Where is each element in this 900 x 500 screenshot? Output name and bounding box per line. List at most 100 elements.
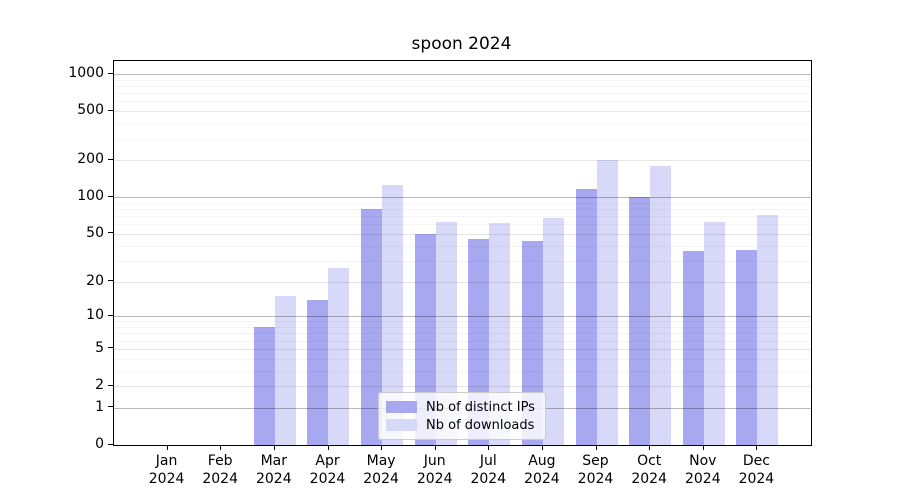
y-tick-mark-0 [108,443,113,445]
x-tick-mark-feb [220,445,222,450]
x-tick-mark-oct [649,445,651,450]
x-tick-year: 2024 [470,471,507,487]
y-tick-label-0: 0 [95,436,104,452]
x-tick-label-oct: Oct 2024 [614,452,684,488]
y-tick-label-20: 20 [86,272,104,289]
gridline-minor-y-90 [114,202,811,204]
x-tick-label-feb: Feb 2024 [185,452,255,488]
gridline-minor-y-60 [114,224,811,226]
bar-ips-sep [575,188,597,445]
y-tick-mark-50 [108,232,113,234]
bar-ips-apr [307,299,329,445]
x-tick-label-dec: Dec 2024 [721,452,791,488]
x-tick-month: Dec [742,453,770,469]
x-tick-mark-dec [756,445,758,450]
bar-downloads-oct [650,165,672,445]
x-tick-year: 2024 [309,471,346,487]
x-tick-year: 2024 [631,471,667,487]
plot-area [113,60,812,446]
bar-downloads-nov [703,221,725,445]
x-tick-mark-aug [541,445,543,450]
x-tick-year: 2024 [684,471,721,487]
x-tick-year: 2024 [363,471,399,487]
gridline-y-10 [114,316,811,318]
x-tick-mark-mar [273,445,275,450]
y-tick-mark-200 [108,158,113,160]
x-tick-mark-jan [166,445,168,450]
x-tick-month: Jun [423,453,446,469]
x-tick-year: 2024 [202,471,238,487]
x-tick-month: Apr [315,453,340,469]
y-tick-label-1: 1 [95,398,104,415]
legend-item-distinct-ips: Nb of distinct IPs [386,398,535,416]
x-tick-month: Nov [689,453,717,469]
bar-ips-mar [253,327,275,445]
gridline-minor-y-8 [114,327,811,328]
legend-label-downloads: Nb of downloads [426,417,535,433]
x-tick-label-may: May 2024 [346,452,416,488]
x-tick-mark-apr [327,445,329,450]
x-tick-month: Oct [637,453,662,469]
gridline-minor-y-600 [114,101,811,103]
bar-downloads-aug [542,217,564,445]
gridline-minor-y-70 [114,216,811,218]
gridline-y-1000 [114,74,811,75]
chart-title: spoon 2024 [411,34,512,54]
legend-swatch-ips-icon [386,401,417,413]
y-tick-mark-10 [108,314,113,316]
gridline-y-200 [114,160,811,162]
y-tick-mark-2 [108,384,113,386]
legend-label-distinct-ips: Nb of distinct IPs [426,399,535,415]
bar-downloads-jun [435,221,457,445]
gridline-y-50 [114,233,811,235]
gridline-y-100 [114,197,811,199]
bar-ips-may [361,209,383,445]
gridline-minor-y-7 [114,333,811,335]
y-tick-label-2: 2 [95,377,104,393]
y-tick-mark-20 [108,280,113,281]
x-tick-year: 2024 [738,471,775,487]
y-tick-label-500: 500 [77,102,104,119]
x-tick-mark-jun [434,445,436,450]
x-tick-year: 2024 [148,471,185,487]
x-tick-year: 2024 [577,471,614,487]
x-tick-label-jan: Jan 2024 [132,452,202,488]
x-tick-label-jun: Jun 2024 [400,452,470,488]
legend-item-downloads: Nb of downloads [386,416,535,434]
bar-downloads-may [382,185,404,445]
x-tick-year: 2024 [524,471,560,487]
legend: Nb of distinct IPs Nb of downloads [378,392,546,440]
bar-ips-dec [736,249,758,445]
x-tick-label-nov: Nov 2024 [668,452,738,488]
y-tick-label-10: 10 [86,307,104,324]
gridline-minor-y-4 [114,358,811,360]
gridline-minor-y-800 [114,86,811,87]
x-tick-label-mar: Mar 2024 [239,452,309,488]
gridline-minor-y-30 [114,260,811,262]
gridline-minor-y-9 [114,321,811,323]
y-tick-mark-100 [108,195,113,197]
gridline-y-5 [114,348,811,350]
x-tick-label-jul: Jul 2024 [453,452,523,488]
gridline-y-20 [114,281,811,283]
gridline-minor-y-900 [114,79,811,81]
y-tick-mark-5 [108,347,113,349]
x-tick-year: 2024 [416,471,453,487]
y-tick-label-200: 200 [77,151,104,168]
y-tick-mark-1000 [108,72,113,74]
x-tick-month: Jul [479,453,497,469]
x-tick-month: Feb [207,453,233,469]
gridline-minor-y-80 [114,209,811,210]
bar-downloads-jul [489,223,511,445]
bar-downloads-dec [757,215,779,445]
x-tick-mark-may [381,445,383,450]
x-tick-label-sep: Sep 2024 [561,452,631,488]
y-tick-label-5: 5 [95,339,104,356]
x-tick-label-apr: Apr 2024 [293,452,363,488]
x-tick-mark-jul [488,445,490,450]
gridline-minor-y-700 [114,93,811,95]
gridline-minor-y-400 [114,123,811,125]
x-tick-mark-sep [595,445,597,450]
gridline-minor-y-6 [114,340,811,342]
